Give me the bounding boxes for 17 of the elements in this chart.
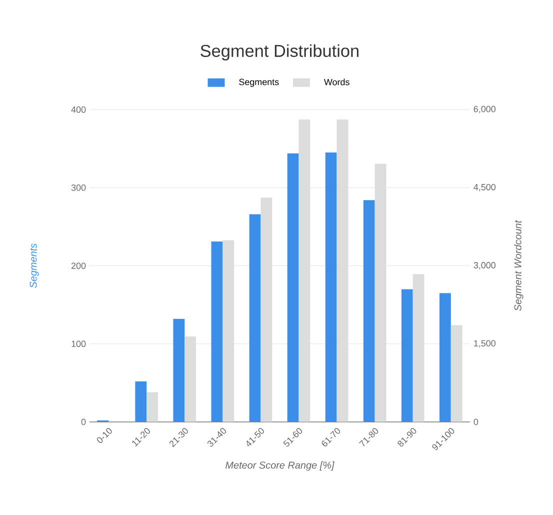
y2-axis-title: Segment Wordcount — [514, 220, 524, 311]
y-tick-label: 100 — [72, 340, 86, 348]
y-tick-label: 0 — [81, 418, 86, 426]
y2-tick-label: 0 — [474, 418, 478, 426]
x-tick-label: 0-10 — [97, 428, 112, 443]
legend-label: Words — [324, 78, 350, 86]
x-axis-title: Meteor Score Range [%] — [225, 461, 334, 471]
y-axis-title: Segments — [30, 244, 39, 288]
y2-tick-label: 6,000 — [474, 106, 496, 114]
chart-title: Segment Distribution — [200, 44, 358, 60]
y2-tick-label: 4,500 — [474, 184, 496, 192]
y-tick-label: 200 — [72, 262, 86, 269]
y2-tick-label: 3,000 — [474, 262, 496, 270]
legend-label: Segments — [239, 78, 279, 87]
y-tick-label: 300 — [71, 184, 86, 191]
y-tick-label: 400 — [71, 106, 86, 113]
y2-tick-label: 1,500 — [474, 340, 496, 348]
